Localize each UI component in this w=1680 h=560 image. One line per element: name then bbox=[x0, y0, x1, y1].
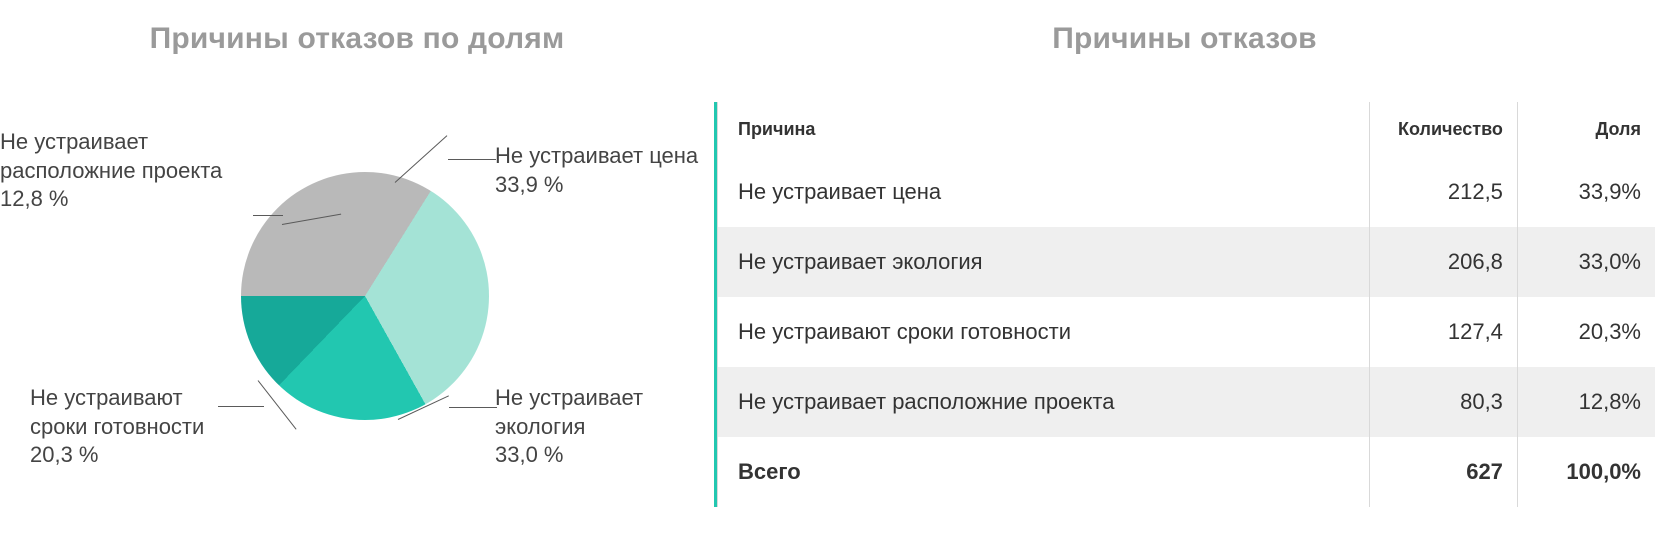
table-title: Причины отказов bbox=[714, 22, 1655, 56]
table-row: Не устраивают сроки готовности127,420,3% bbox=[718, 297, 1656, 367]
table-total-cell: Всего bbox=[718, 437, 1370, 507]
table-cell: 12,8% bbox=[1517, 367, 1655, 437]
pie-slice-label: Не устраивает цена 33,9 % bbox=[495, 142, 698, 199]
table-cell: 33,0% bbox=[1517, 227, 1655, 297]
pie-area: Не устраивает цена 33,9 % Не устраивает э… bbox=[0, 0, 714, 560]
table-total-row: Всего627100,0% bbox=[718, 437, 1656, 507]
table-row: Не устраивает расположние проекта80,312,… bbox=[718, 367, 1656, 437]
reasons-table: ПричинаКоличествоДоляНе устраивает цена2… bbox=[717, 102, 1655, 507]
table-cell: Не устраивает цена bbox=[718, 157, 1370, 227]
table-cell: 80,3 bbox=[1370, 367, 1518, 437]
table-cell: 206,8 bbox=[1370, 227, 1518, 297]
pie-panel: Причины отказов по долям Не устраивает ц… bbox=[0, 0, 714, 560]
table-header-cell: Количество bbox=[1370, 102, 1518, 157]
table-row: Не устраивает цена212,533,9% bbox=[718, 157, 1656, 227]
pie-slice-label: Не устраивает экология 33,0 % bbox=[495, 384, 643, 470]
pie-slice-label: Не устраивают сроки готовности 20,3 % bbox=[30, 384, 204, 470]
table-wrap: ПричинаКоличествоДоляНе устраивает цена2… bbox=[714, 102, 1655, 507]
table-cell: Не устраивают сроки готовности bbox=[718, 297, 1370, 367]
pie-slice-label: Не устраивает расположние проекта 12,8 % bbox=[0, 128, 222, 214]
table-panel: Причины отказов ПричинаКоличествоДоляНе … bbox=[714, 0, 1680, 560]
table-total-cell: 627 bbox=[1370, 437, 1518, 507]
table-cell: Не устраивает расположние проекта bbox=[718, 367, 1370, 437]
pie-leader-line bbox=[218, 406, 264, 407]
table-cell: Не устраивает экология bbox=[718, 227, 1370, 297]
table-header-cell: Доля bbox=[1517, 102, 1655, 157]
pie-chart bbox=[241, 172, 489, 420]
table-row: Не устраивает экология206,833,0% bbox=[718, 227, 1656, 297]
table-cell: 20,3% bbox=[1517, 297, 1655, 367]
table-cell: 127,4 bbox=[1370, 297, 1518, 367]
pie-leader-line bbox=[395, 135, 448, 183]
pie-leader-line bbox=[448, 159, 496, 160]
table-total-cell: 100,0% bbox=[1517, 437, 1655, 507]
table-header-cell: Причина bbox=[718, 102, 1370, 157]
table-cell: 33,9% bbox=[1517, 157, 1655, 227]
table-header-row: ПричинаКоличествоДоля bbox=[718, 102, 1656, 157]
table-cell: 212,5 bbox=[1370, 157, 1518, 227]
pie-leader-line bbox=[449, 407, 497, 408]
pie-leader-line bbox=[253, 215, 283, 216]
